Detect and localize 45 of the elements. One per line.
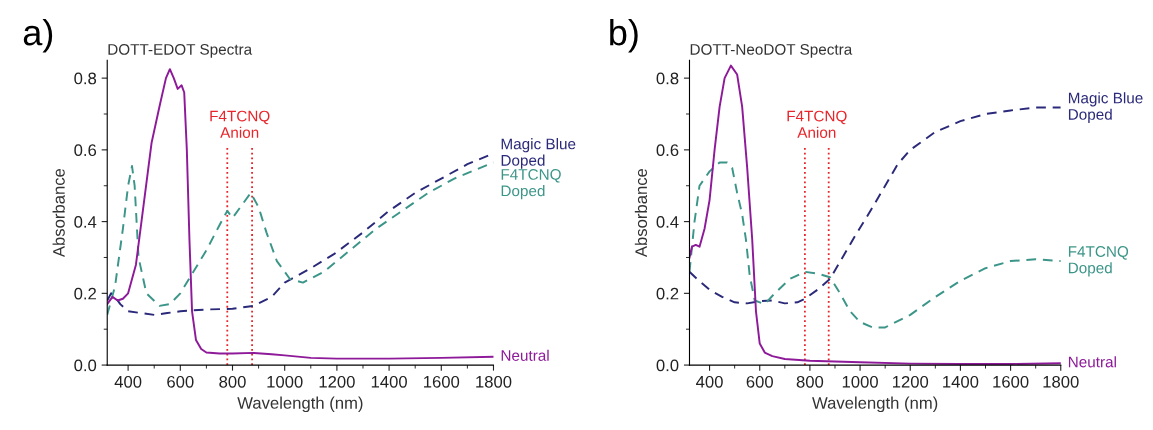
series-label: Neutral xyxy=(1068,356,1116,368)
text: b) xyxy=(610,18,638,53)
x-tick-label: 1200 xyxy=(319,375,355,388)
x-axis-title: Wavelength (nm) xyxy=(237,396,363,413)
y-tick-label: 0.4 xyxy=(656,216,679,228)
x-tick-label: 1400 xyxy=(371,375,407,388)
x-tick-label: 600 xyxy=(746,375,773,388)
y-tick-label: 0.8 xyxy=(74,72,97,85)
y-tick-label: 0.8 xyxy=(656,72,679,85)
x-tick-label: 1600 xyxy=(424,375,460,388)
y-axis-title: Absorbance xyxy=(634,168,648,258)
y-axis-title: Absorbance xyxy=(52,168,65,258)
x-tick-label: 1400 xyxy=(943,375,979,388)
x-axis-title: Wavelength (nm) xyxy=(812,396,938,413)
series-label: Neutral xyxy=(501,349,549,361)
series-label: Magic Blue Doped xyxy=(501,138,576,169)
y-tick-label: 0.2 xyxy=(74,287,96,300)
y-tick-label: 0.0 xyxy=(656,359,679,372)
y-tick-label: 0.6 xyxy=(74,144,97,157)
text: a) xyxy=(23,18,53,53)
annotation: F4TCNQ Anion xyxy=(210,110,270,138)
x-tick-label: 800 xyxy=(219,375,246,388)
x-tick-label: 1800 xyxy=(476,375,512,388)
x-tick-label: 800 xyxy=(796,375,824,388)
chart-title: DOTT-EDOT Spectra xyxy=(108,43,253,58)
chart-title: DOTT-NeoDOT Spectra xyxy=(690,43,853,58)
annotation: F4TCNQ Anion xyxy=(787,110,847,138)
x-tick-label: 400 xyxy=(114,375,142,388)
x-tick-label: 600 xyxy=(167,375,194,388)
y-tick-label: 0.4 xyxy=(74,216,97,228)
x-tick-label: 1000 xyxy=(842,375,878,388)
line-series xyxy=(689,161,1061,329)
x-tick-label: 400 xyxy=(696,375,723,388)
y-tick-label: 0.2 xyxy=(656,287,679,300)
series-label: Magic Blue Doped xyxy=(1068,92,1143,123)
series-label: F4TCNQ Doped xyxy=(1068,246,1129,277)
x-tick-label: 1200 xyxy=(892,375,929,388)
series-label: F4TCNQ Doped xyxy=(501,169,561,200)
line-series xyxy=(689,106,1061,305)
line-series xyxy=(107,68,494,360)
y-tick-label: 0.6 xyxy=(656,144,679,157)
x-tick-label: 1800 xyxy=(1043,375,1079,388)
x-tick-label: 1000 xyxy=(267,375,303,388)
x-tick-label: 1600 xyxy=(993,375,1029,388)
y-tick-label: 0.0 xyxy=(74,359,97,372)
